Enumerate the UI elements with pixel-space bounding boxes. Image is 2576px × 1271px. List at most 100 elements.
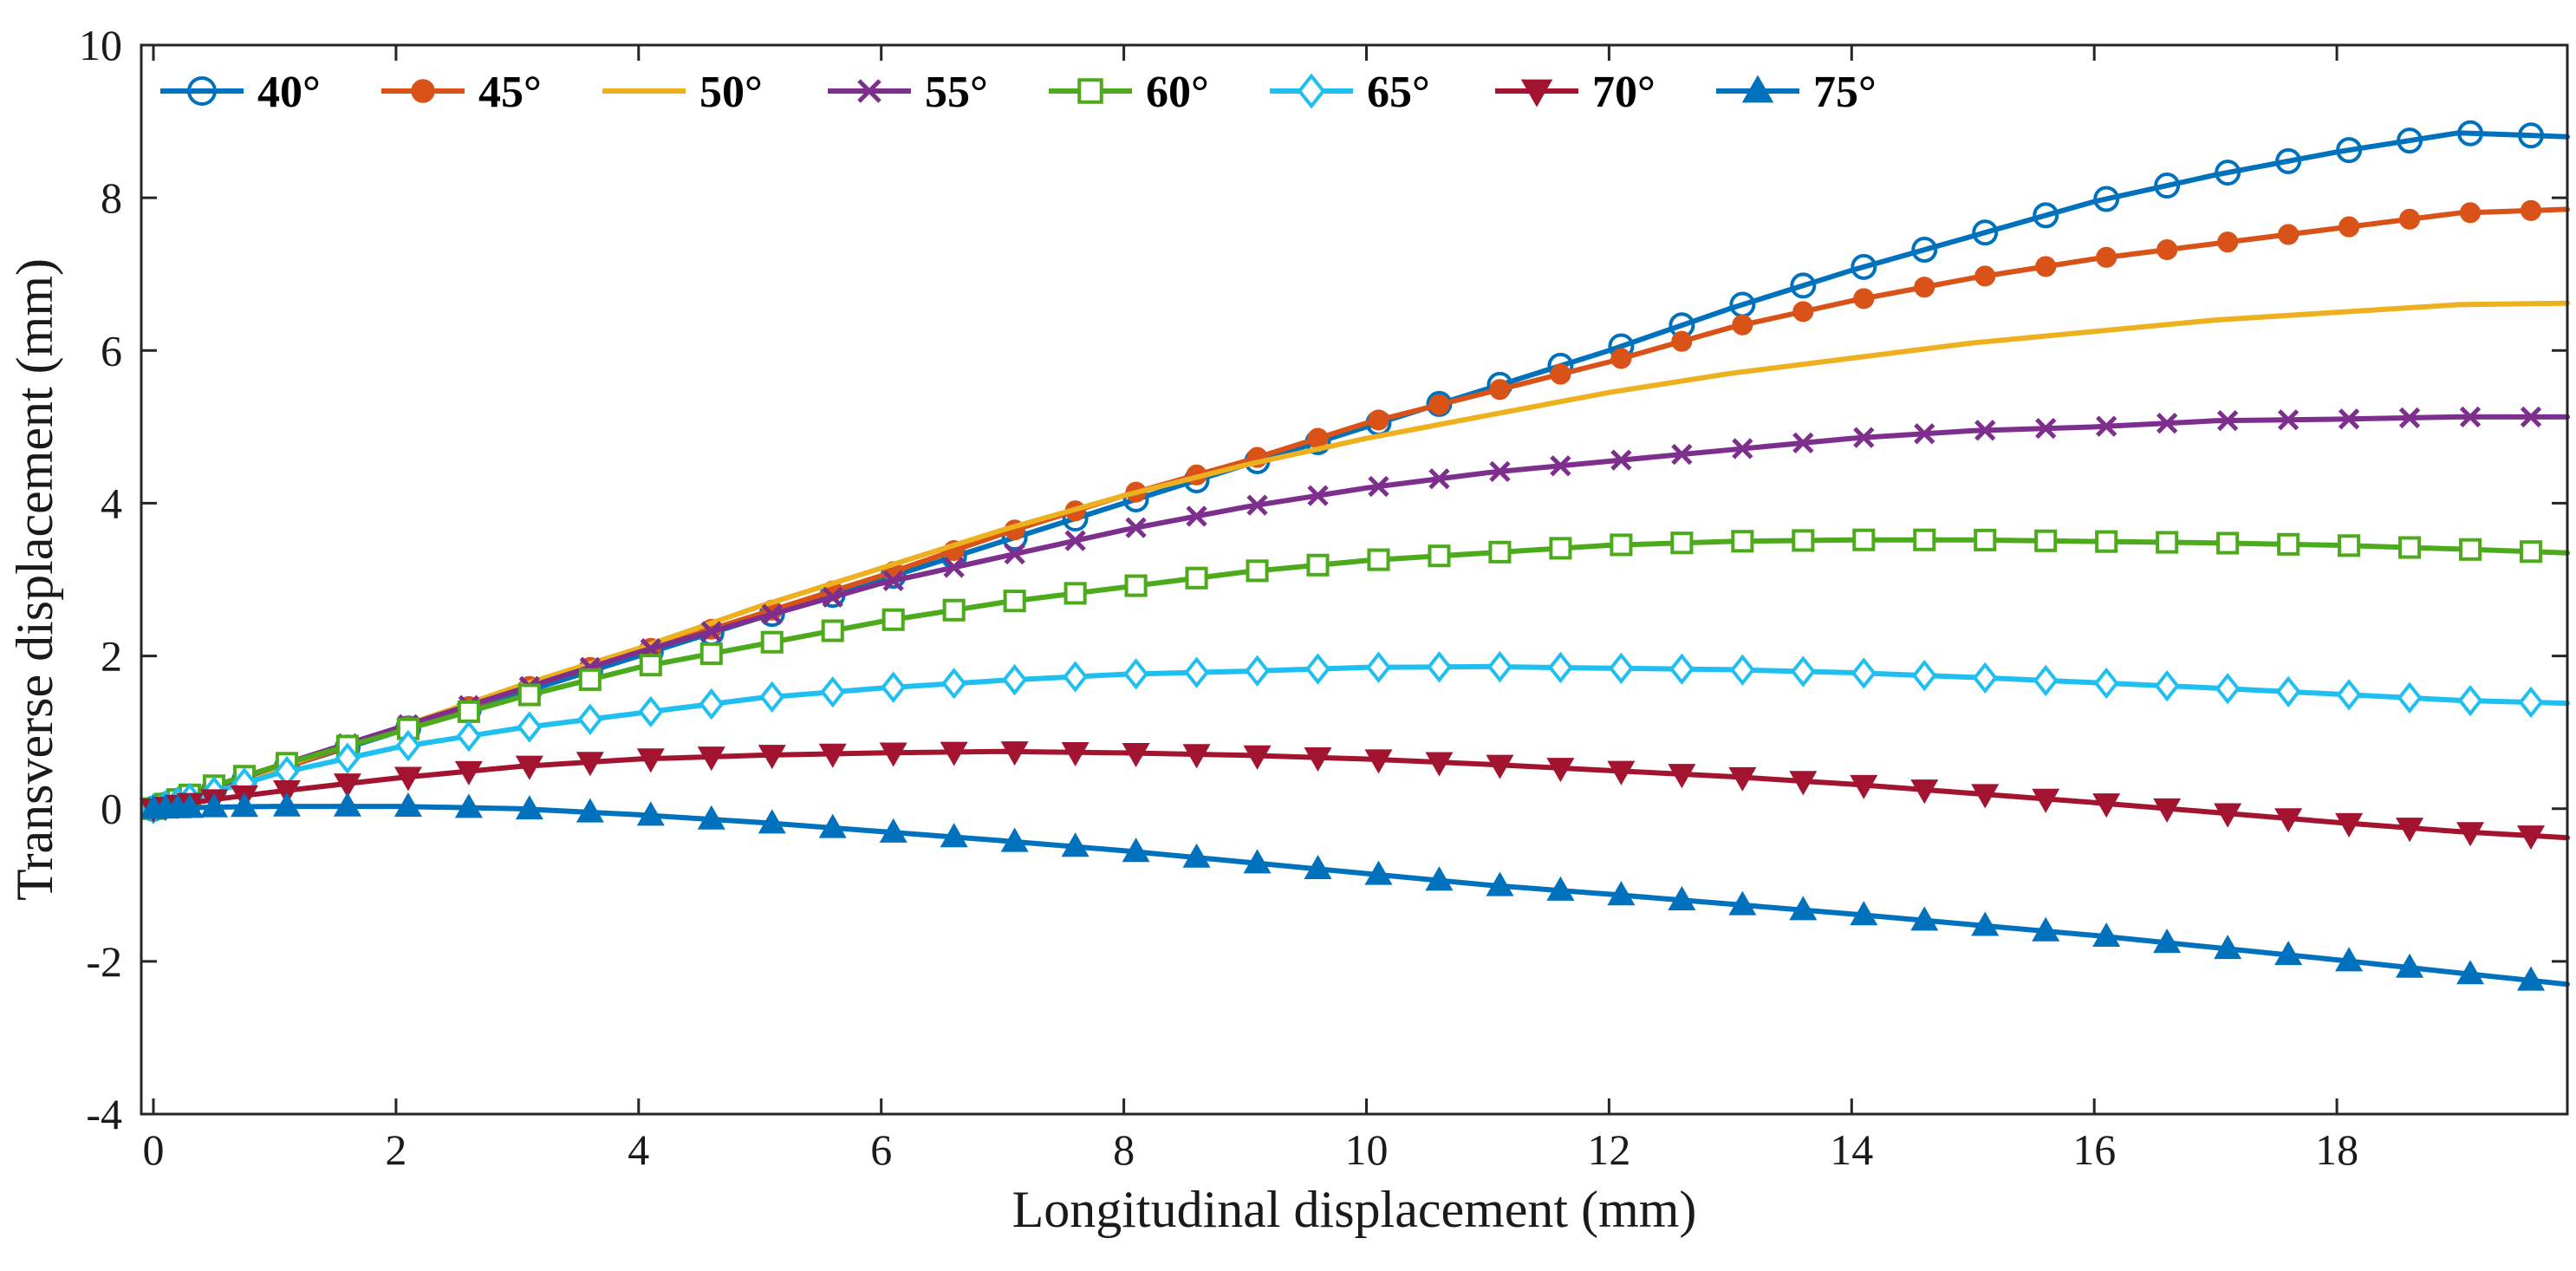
triangle-up-marker [1182,843,1211,868]
dot-marker [2278,224,2300,245]
x-marker [1550,455,1571,477]
triangle-up-marker [2274,941,2303,966]
diamond-marker [1851,657,1877,689]
triangle-up-marker [1789,896,1818,921]
series-group [139,120,2570,991]
dot-marker [1853,288,1875,310]
triangle-up-marker [1243,849,1272,874]
circle-marker [2518,122,2545,149]
legend-label: 50° [699,68,763,117]
triangle-down-marker [2335,812,2364,838]
dot-marker [1610,348,1632,369]
square-marker [2156,531,2179,554]
square-marker [1185,566,1208,590]
x-marker [1671,443,1693,466]
diamond-marker [1729,654,1755,686]
series-line [151,537,2570,811]
triangle-down-marker [2032,788,2060,813]
triangle-up-marker [1364,860,1393,885]
triangle-up-marker [940,823,968,848]
diamond-marker [1608,652,1634,684]
x-marker [2459,406,2482,428]
dot-marker [1732,314,1753,336]
series-line [151,748,2570,841]
dot-marker [1914,277,1935,298]
dot-marker [1671,330,1693,352]
diamond-marker [1123,658,1149,690]
triangle-up-marker [697,805,725,830]
triangle-down-marker [2396,818,2424,843]
diamond-marker [2154,669,2180,702]
dot-marker [2217,231,2239,253]
triangle-down-marker [272,780,301,805]
triangle-up-marker [2214,935,2242,960]
x-marker [2520,406,2542,428]
dot-marker [1428,394,1450,415]
square-marker [2277,532,2300,556]
square-marker [2034,529,2058,552]
x-marker [1186,505,1207,527]
triangle-up-marker [1486,871,1514,896]
triangle-up-marker [333,792,361,817]
x-marker [1064,530,1086,551]
dot-marker [411,79,435,103]
triangle-up-marker [2516,966,2546,991]
triangle-up-marker [2335,947,2364,972]
legend-label: 65° [1367,68,1430,117]
square-marker [821,619,844,642]
x-tick-label: 14 [1830,1125,1873,1174]
triangle-down-marker [1607,760,1636,785]
triangle-up-marker [576,798,604,823]
square-marker [2519,540,2543,564]
triangle-up-marker [199,792,228,818]
diamond-marker [1002,663,1028,696]
square-marker [1731,530,1754,553]
x-marker [943,557,965,578]
y-tick-label: 10 [79,21,122,69]
circle-marker [2397,127,2423,154]
triangle-down-marker [515,755,543,780]
x-marker [2277,409,2300,431]
x-marker [2338,408,2360,430]
x-tick-label: 18 [2315,1125,2358,1174]
square-marker [2216,531,2240,555]
diamond-marker [1245,655,1271,687]
square-marker [699,642,723,665]
legend-label: 75° [1813,68,1877,117]
x-marker [822,586,843,608]
x-tick-label: 12 [1587,1125,1630,1174]
square-marker [1064,582,1087,605]
triangle-down-marker [879,742,907,767]
legend-label: 40° [257,68,321,117]
square-marker [1610,533,1633,557]
x-marker [1307,485,1329,506]
triangle-down-marker [1910,779,1939,805]
triangle-up-marker [2092,922,2121,948]
dot-marker [1489,379,1511,401]
circle-marker [2033,202,2059,229]
diamond-marker [1184,656,1210,688]
square-marker [1077,78,1103,104]
square-marker [1003,590,1026,613]
triangle-up-marker [175,793,205,818]
square-marker [1124,574,1148,597]
triangle-up-marker [454,793,483,818]
diamond-marker [395,729,421,762]
square-marker [1792,529,1815,552]
circle-marker [2093,186,2120,212]
triangle-up-marker [636,801,665,826]
triangle-down-marker [2274,808,2303,833]
y-tick-label: -4 [86,1090,122,1138]
circle-marker [1972,219,1999,246]
diamond-marker [2093,667,2119,700]
x-marker [882,570,904,591]
triangle-up-marker [1425,866,1454,891]
triangle-down-marker [1425,752,1454,777]
dot-marker [2156,238,2178,261]
square-marker [1913,528,1936,551]
dot-marker [1368,409,1389,431]
diamond-marker [820,675,846,708]
diamond-marker [1304,653,1331,685]
dot-marker [1550,363,1571,385]
circle-marker [2275,147,2302,174]
